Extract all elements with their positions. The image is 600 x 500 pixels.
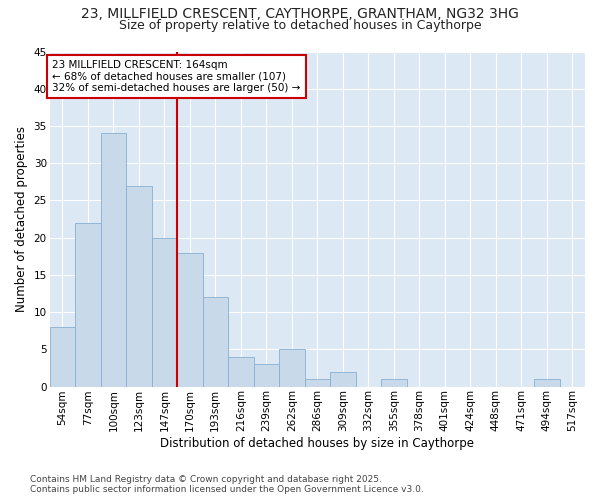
Bar <box>101 134 126 386</box>
Bar <box>254 364 279 386</box>
Bar <box>152 238 177 386</box>
X-axis label: Distribution of detached houses by size in Caythorpe: Distribution of detached houses by size … <box>160 437 474 450</box>
Bar <box>75 222 101 386</box>
Bar <box>330 372 356 386</box>
Text: Contains HM Land Registry data © Crown copyright and database right 2025.
Contai: Contains HM Land Registry data © Crown c… <box>30 474 424 494</box>
Bar <box>381 379 407 386</box>
Text: Size of property relative to detached houses in Caythorpe: Size of property relative to detached ho… <box>119 19 481 32</box>
Bar <box>177 252 203 386</box>
Text: 23, MILLFIELD CRESCENT, CAYTHORPE, GRANTHAM, NG32 3HG: 23, MILLFIELD CRESCENT, CAYTHORPE, GRANT… <box>81 8 519 22</box>
Bar <box>203 297 228 386</box>
Bar <box>534 379 560 386</box>
Y-axis label: Number of detached properties: Number of detached properties <box>15 126 28 312</box>
Bar <box>279 350 305 387</box>
Bar <box>126 186 152 386</box>
Bar <box>228 357 254 386</box>
Bar <box>50 327 75 386</box>
Text: 23 MILLFIELD CRESCENT: 164sqm
← 68% of detached houses are smaller (107)
32% of : 23 MILLFIELD CRESCENT: 164sqm ← 68% of d… <box>52 60 301 93</box>
Bar <box>305 379 330 386</box>
